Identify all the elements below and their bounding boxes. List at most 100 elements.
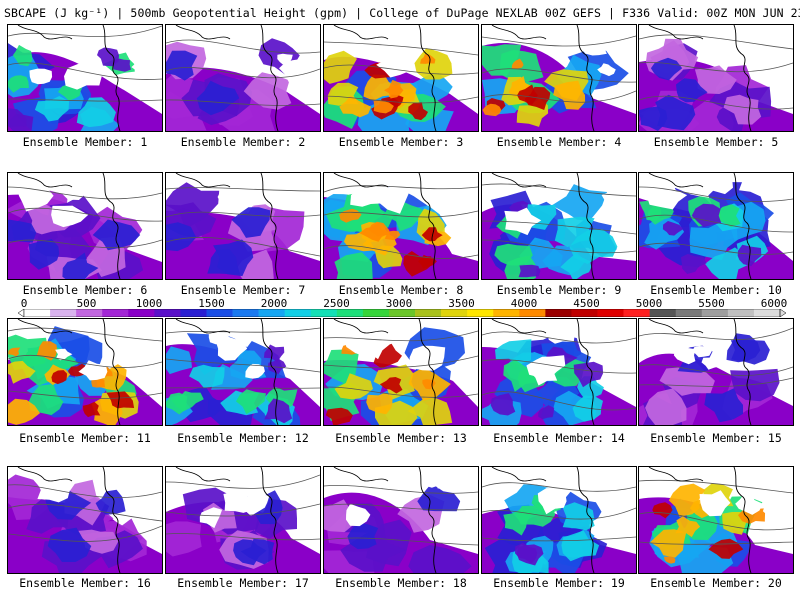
zero-cape-area: [131, 58, 154, 77]
cape-contour-fill: [694, 65, 737, 94]
colorbar-tick-label: 2500: [323, 297, 350, 310]
cape-contour-fill: [8, 347, 21, 357]
cape-contour-fill: [236, 389, 266, 415]
zero-cape-area: [537, 488, 567, 515]
cape-contour-fill: [730, 368, 780, 402]
great-lakes-outline: [175, 319, 231, 334]
coastline: [576, 467, 595, 573]
colorbar-tick-label: 4000: [510, 297, 538, 310]
zero-cape-area: [504, 207, 542, 236]
cape-contour-fill: [231, 207, 271, 238]
great-lakes-outline: [333, 319, 389, 334]
cape-contour-fill: [421, 227, 443, 242]
cape-contour-fill: [166, 521, 202, 557]
cape-contour-fill: [726, 333, 761, 363]
height-contour-line: [639, 61, 793, 73]
colorbar-swatch: [623, 309, 650, 317]
height-contour-line: [166, 387, 320, 389]
colorbar-swatch: [284, 309, 312, 317]
height-contour-line: [166, 533, 320, 541]
height-contour-line: [639, 214, 793, 233]
cape-contour-fill: [366, 392, 393, 415]
cape-field: [482, 25, 636, 131]
ensemble-member-label: Ensemble Member: 7: [180, 283, 306, 297]
colorbar-swatch: [519, 309, 546, 317]
coastline: [733, 173, 752, 279]
great-lakes-outline: [175, 173, 231, 188]
cape-contour-fill: [51, 370, 67, 385]
coastline: [102, 173, 121, 279]
height-contour-line: [166, 39, 320, 54]
cape-contour-fill: [62, 252, 99, 279]
cape-contour-fill: [650, 529, 687, 558]
great-lakes-outline: [648, 467, 704, 482]
cape-contour-fill: [379, 377, 403, 394]
ensemble-member-label: Ensemble Member: 9: [496, 283, 622, 297]
ensemble-member-map: [165, 24, 321, 132]
zero-cape-area: [531, 362, 558, 386]
zero-cape-area: [704, 173, 735, 195]
cape-contour-fill: [28, 384, 64, 415]
ensemble-member-label: Ensemble Member: 17: [177, 576, 309, 590]
colorbar-tick-label: 5000: [635, 297, 663, 310]
height-contour-line: [8, 484, 162, 499]
ensemble-member-label: Ensemble Member: 3: [338, 135, 464, 149]
height-contour-line: [324, 386, 478, 398]
zero-cape-area: [692, 346, 712, 358]
ensemble-member-map: [7, 466, 163, 574]
height-contour-line: [482, 507, 636, 520]
height-contour-line: [639, 242, 793, 255]
zero-cape-area: [127, 490, 160, 519]
colorbar-swatch: [649, 309, 677, 317]
colorbar-low-arrow: [18, 309, 25, 317]
height-contour-line: [8, 186, 162, 200]
cape-contour-fill: [662, 221, 684, 236]
zero-cape-area: [543, 173, 565, 194]
cape-field: [639, 319, 793, 425]
ensemble-member-map: [638, 24, 794, 132]
great-lakes-outline: [333, 467, 389, 482]
ensemble-member-label: Ensemble Member: 14: [493, 431, 625, 445]
cape-contour-fill: [482, 44, 522, 76]
cape-contour-fill: [196, 80, 240, 116]
height-contour-line: [639, 512, 793, 531]
coastline: [418, 173, 437, 279]
ensemble-member-label: Ensemble Member: 10: [650, 283, 782, 297]
height-contour-line: [639, 479, 793, 494]
colorbar-swatch: [102, 309, 129, 317]
height-contour-line: [324, 485, 478, 494]
height-contour-line: [482, 35, 636, 47]
cape-contour-fill: [663, 556, 676, 564]
cape-contour-fill: [639, 106, 668, 131]
height-contour-line: [639, 541, 793, 545]
height-contour-line: [482, 68, 636, 83]
colorbar-swatch: [415, 309, 442, 317]
coastline: [418, 25, 437, 131]
height-contour-line: [166, 327, 320, 334]
cape-contour-fill: [8, 219, 37, 243]
zero-cape-area: [29, 68, 53, 85]
cape-contour-fill: [689, 221, 738, 260]
cape-contour-fill: [189, 364, 225, 388]
height-contour-line: [8, 239, 162, 249]
cape-contour-fill: [495, 339, 532, 365]
ensemble-member-map: [481, 24, 637, 132]
height-contour-line: [482, 482, 636, 492]
cape-field: [324, 467, 478, 573]
cape-contour-fill: [572, 395, 603, 422]
zero-cape-area: [673, 345, 696, 365]
coastline: [576, 173, 595, 279]
zero-cape-area: [435, 474, 458, 489]
cape-field: [324, 173, 478, 279]
cape-contour-fill: [551, 184, 608, 221]
cape-field: [639, 467, 793, 573]
height-contour-line: [482, 331, 636, 344]
cape-contour-fill: [723, 94, 762, 125]
cape-contour-fill: [325, 407, 353, 425]
cape-field: [166, 25, 320, 131]
cape-contour-fill: [8, 398, 40, 425]
zero-cape-area: [58, 173, 96, 200]
height-contour-line: [8, 207, 162, 222]
colorbar-swatch: [76, 309, 103, 317]
zero-cape-area: [701, 357, 720, 370]
